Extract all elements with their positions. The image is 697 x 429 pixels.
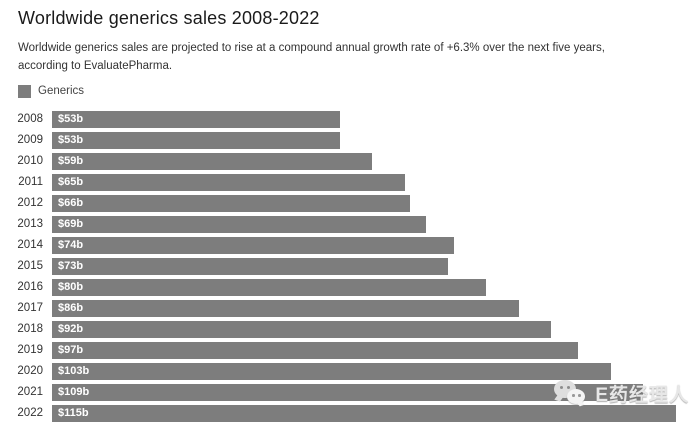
- chart-row: 2019 $97b: [10, 341, 676, 359]
- bar-value-label: $53b: [58, 113, 84, 126]
- bar: $97b: [52, 341, 579, 359]
- year-label: 2021: [17, 386, 43, 399]
- legend-swatch-generics: [18, 84, 31, 98]
- bar-chart: 2008 $53b 2009 $53b 2010 $59b 2011 $65b 2012 $66b…: [10, 110, 676, 422]
- wechat-bubble-eye: [578, 394, 581, 397]
- year-label: 2010: [17, 155, 43, 168]
- year-label: 2018: [17, 323, 43, 336]
- legend: Generics: [18, 84, 679, 98]
- watermark: E药经理人: [554, 380, 689, 407]
- bar: $59b: [52, 152, 373, 170]
- bar: $69b: [52, 215, 427, 233]
- bar-value-label: $109b: [58, 386, 90, 399]
- bar-track: $59b: [52, 152, 676, 170]
- bar-track: $103b: [52, 362, 676, 380]
- chart-row: 2010 $59b: [10, 152, 676, 170]
- bar-track: $53b: [52, 110, 676, 128]
- year-label: 2013: [17, 218, 43, 231]
- bar-value-label: $115b: [58, 407, 89, 420]
- chart-row: 2012 $66b: [10, 194, 676, 212]
- chart-row: 2018 $92b: [10, 320, 676, 338]
- bar: $92b: [52, 320, 552, 338]
- bar: $109b: [52, 383, 644, 401]
- wechat-icon: [554, 380, 590, 407]
- year-label: 2009: [17, 134, 43, 147]
- year-label: 2019: [17, 344, 43, 357]
- bar-track: $66b: [52, 194, 676, 212]
- chart-row: 2011 $65b: [10, 173, 676, 191]
- bar: $53b: [52, 131, 340, 149]
- bar-track: $73b: [52, 257, 676, 275]
- chart-header: Worldwide generics sales 2008-2022 World…: [0, 0, 697, 98]
- chart-row: 2020 $103b: [10, 362, 676, 380]
- year-label: 2017: [17, 302, 43, 315]
- bar-value-label: $66b: [58, 197, 84, 210]
- bar-value-label: $97b: [58, 344, 84, 357]
- bar-value-label: $59b: [58, 155, 84, 168]
- bar-track: $65b: [52, 173, 676, 191]
- year-label: 2022: [17, 407, 43, 420]
- bar-value-label: $69b: [58, 218, 84, 231]
- bar-track: $109b: [52, 383, 676, 401]
- bar-track: $92b: [52, 320, 676, 338]
- year-label: 2014: [17, 239, 43, 252]
- chart-row: 2014 $74b: [10, 236, 676, 254]
- chart-row: 2009 $53b: [10, 131, 676, 149]
- bar: $53b: [52, 110, 340, 128]
- bar-value-label: $92b: [58, 323, 84, 336]
- bar-value-label: $86b: [58, 302, 84, 315]
- bar: $86b: [52, 299, 519, 317]
- chart-row: 2022 $115b: [10, 404, 676, 422]
- year-label: 2015: [17, 260, 43, 273]
- page-title: Worldwide generics sales 2008-2022: [18, 8, 320, 28]
- bar-track: $80b: [52, 278, 676, 296]
- chart-row: 2021 $109b: [10, 383, 676, 401]
- year-label: 2008: [17, 113, 43, 126]
- bar-value-label: $74b: [58, 239, 84, 252]
- bar: $115b: [52, 404, 676, 422]
- wechat-bubble-eye: [567, 386, 571, 389]
- bar: $103b: [52, 362, 611, 380]
- bar-value-label: $73b: [58, 260, 84, 273]
- bar: $66b: [52, 194, 411, 212]
- year-label: 2012: [17, 197, 43, 210]
- chart-subtitle: Worldwide generics sales are projected t…: [18, 42, 605, 72]
- year-label: 2016: [17, 281, 43, 294]
- watermark-text: E药经理人: [595, 385, 689, 406]
- chart-row: 2008 $53b: [10, 110, 676, 128]
- year-label: 2020: [17, 365, 43, 378]
- bar-track: $69b: [52, 215, 676, 233]
- year-label: 2011: [18, 176, 43, 189]
- chart-row: 2013 $69b: [10, 215, 676, 233]
- bar-track: $97b: [52, 341, 676, 359]
- bar-track: $86b: [52, 299, 676, 317]
- legend-label: Generics: [38, 85, 85, 98]
- bar-track: $115b: [52, 404, 676, 422]
- bar: $80b: [52, 278, 487, 296]
- bar: $73b: [52, 257, 449, 275]
- wechat-bubble-eye: [560, 386, 564, 389]
- wechat-bubble-small: [567, 389, 586, 404]
- bar: $74b: [52, 236, 454, 254]
- chart-row: 2017 $86b: [10, 299, 676, 317]
- bar-track: $74b: [52, 236, 676, 254]
- bar: $65b: [52, 173, 405, 191]
- bar-value-label: $53b: [58, 134, 84, 147]
- chart-row: 2015 $73b: [10, 257, 676, 275]
- bar-value-label: $80b: [58, 281, 84, 294]
- bar-value-label: $65b: [58, 176, 84, 189]
- bar-track: $53b: [52, 131, 676, 149]
- chart-row: 2016 $80b: [10, 278, 676, 296]
- bar-value-label: $103b: [58, 365, 90, 378]
- wechat-bubble-eye: [572, 394, 575, 397]
